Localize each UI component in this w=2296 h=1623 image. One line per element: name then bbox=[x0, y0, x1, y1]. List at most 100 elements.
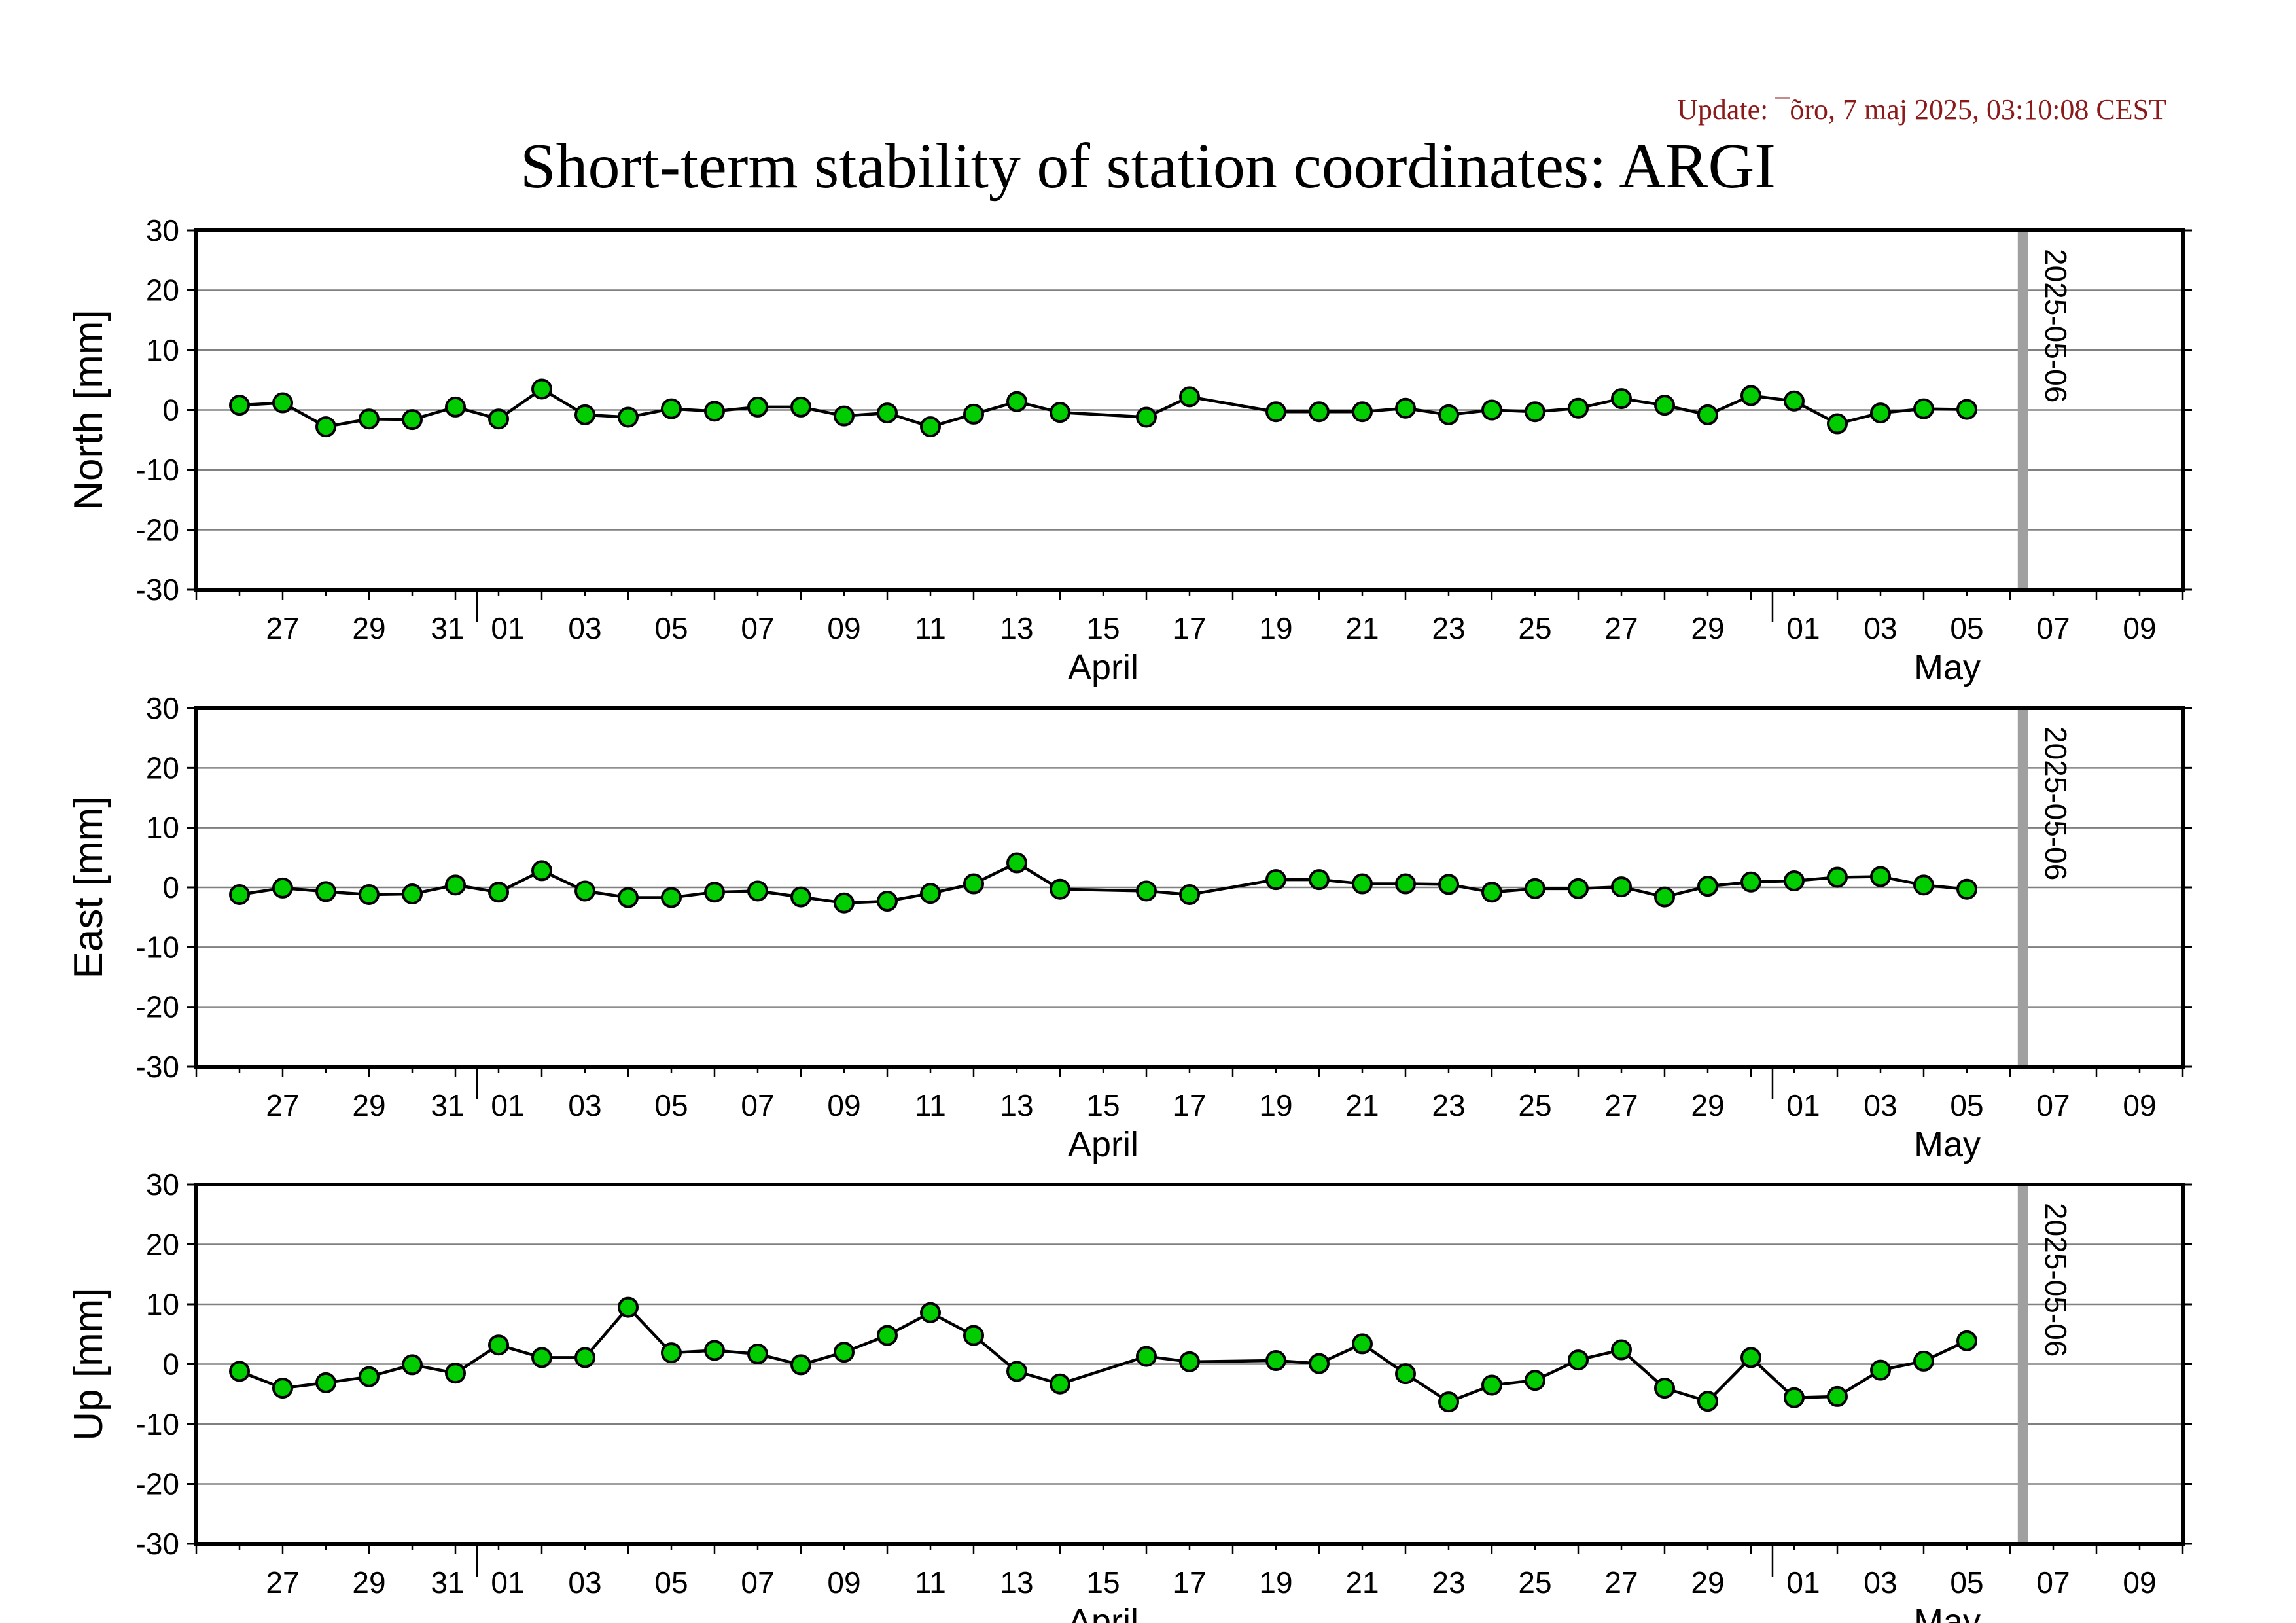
data-point bbox=[1827, 866, 1848, 888]
data-point bbox=[359, 408, 380, 430]
data-point bbox=[1309, 401, 1330, 423]
y-tick-label: 10 bbox=[146, 1287, 179, 1321]
data-point bbox=[531, 1347, 552, 1368]
data-point bbox=[1438, 404, 1459, 425]
data-point bbox=[1870, 402, 1891, 424]
x-tick-label: 15 bbox=[1086, 611, 1120, 645]
date-marker-label: 2025-05-06 bbox=[2039, 1203, 2073, 1357]
data-point bbox=[1913, 1350, 1934, 1372]
x-tick-label: 29 bbox=[352, 611, 385, 645]
data-point bbox=[790, 396, 811, 418]
data-point bbox=[1006, 852, 1027, 874]
x-tick-label: 29 bbox=[352, 1088, 385, 1122]
y-tick-label: -10 bbox=[136, 453, 179, 487]
x-tick-label: 31 bbox=[431, 1565, 464, 1599]
data-point bbox=[1136, 1346, 1157, 1367]
data-point bbox=[1525, 1370, 1545, 1391]
data-point bbox=[747, 1343, 768, 1364]
data-point bbox=[1827, 413, 1848, 435]
data-point bbox=[1611, 1339, 1632, 1361]
x-tick-label: 17 bbox=[1173, 1088, 1206, 1122]
x-tick-label: 07 bbox=[741, 1088, 774, 1122]
data-point bbox=[1050, 402, 1070, 423]
data-point bbox=[359, 883, 380, 905]
month-label: April bbox=[1068, 1602, 1139, 1623]
x-tick-label: 01 bbox=[491, 1565, 524, 1599]
date-marker-bar bbox=[2017, 1185, 2028, 1544]
data-point bbox=[1309, 869, 1330, 891]
y-tick-label: 10 bbox=[146, 333, 179, 367]
y-tick-label: 0 bbox=[162, 1347, 179, 1382]
x-tick-label: 25 bbox=[1518, 1088, 1551, 1122]
data-point bbox=[1827, 1385, 1848, 1407]
data-point bbox=[877, 1325, 898, 1346]
x-tick-label: 29 bbox=[352, 1565, 385, 1599]
data-point bbox=[445, 1363, 466, 1384]
data-point bbox=[661, 398, 682, 419]
y-tick-label: 30 bbox=[146, 213, 179, 247]
x-tick-label: 03 bbox=[1863, 1565, 1897, 1599]
data-point bbox=[1006, 1361, 1027, 1382]
data-point bbox=[1870, 1359, 1891, 1381]
data-point bbox=[1697, 404, 1718, 425]
data-point bbox=[1740, 871, 1761, 893]
panel-east: 30 20 10 0 -10 -20 -30 East [mm] 27 29 31 01 03 05 07 0… bbox=[66, 691, 2192, 1164]
x-tick-label: 27 bbox=[1604, 1565, 1638, 1599]
x-tick-label: 13 bbox=[1000, 1565, 1033, 1599]
data-point bbox=[272, 392, 293, 414]
data-point bbox=[747, 396, 768, 418]
data-point bbox=[229, 883, 250, 905]
data-point bbox=[1784, 870, 1805, 891]
x-tick-label: 07 bbox=[2036, 1565, 2070, 1599]
data-point bbox=[1784, 390, 1805, 412]
data-point bbox=[1395, 1363, 1416, 1385]
x-tick-label: 19 bbox=[1259, 1565, 1292, 1599]
data-point bbox=[1654, 886, 1675, 908]
x-tick-label: 09 bbox=[2123, 1088, 2156, 1122]
x-tick-label: 27 bbox=[1604, 1088, 1638, 1122]
data-point bbox=[1265, 401, 1286, 423]
x-tick-label: 29 bbox=[1691, 1565, 1724, 1599]
data-point bbox=[531, 378, 552, 400]
data-point bbox=[1913, 398, 1934, 419]
data-point bbox=[1654, 395, 1675, 416]
month-label: April bbox=[1068, 1125, 1139, 1164]
x-tick-label: 05 bbox=[1950, 1565, 1983, 1599]
data-point bbox=[661, 887, 682, 908]
data-point bbox=[531, 860, 552, 882]
x-tick-label: 09 bbox=[827, 611, 860, 645]
data-point bbox=[1136, 880, 1157, 902]
x-tick-label: 15 bbox=[1086, 1088, 1120, 1122]
y-tick-label: -20 bbox=[136, 990, 179, 1024]
x-tick-label: 09 bbox=[2123, 611, 2156, 645]
x-tick-label: 05 bbox=[654, 1088, 688, 1122]
data-point bbox=[704, 1340, 725, 1361]
panel-up: 30 20 10 0 -10 -20 -30 Up [mm] 27 29 31 01 03 05 07 09 1… bbox=[66, 1168, 2192, 1623]
x-tick-label: 01 bbox=[491, 611, 524, 645]
x-tick-label: 25 bbox=[1518, 611, 1551, 645]
x-tick-label: 05 bbox=[654, 1565, 688, 1599]
chart-title: Short-term stability of station coordina… bbox=[520, 131, 1776, 202]
x-tick-label: 23 bbox=[1432, 1088, 1465, 1122]
data-point bbox=[1481, 399, 1502, 421]
data-point bbox=[704, 882, 725, 903]
data-point bbox=[1438, 1391, 1459, 1413]
x-tick-label: 07 bbox=[741, 1565, 774, 1599]
data-point bbox=[1050, 878, 1070, 900]
y-tick-label: -30 bbox=[136, 1527, 179, 1561]
data-point bbox=[1611, 876, 1632, 898]
data-point bbox=[1611, 388, 1632, 410]
data-point bbox=[1740, 385, 1761, 406]
data-point bbox=[1913, 874, 1934, 896]
y-tick-label: 0 bbox=[162, 870, 179, 904]
data-point bbox=[1179, 883, 1200, 905]
data-point bbox=[1870, 866, 1891, 887]
data-point bbox=[402, 883, 423, 905]
data-point bbox=[574, 404, 595, 425]
y-tick-label: 20 bbox=[146, 1228, 179, 1262]
data-point bbox=[1654, 1378, 1675, 1399]
data-point bbox=[877, 891, 898, 912]
x-tick-label: 09 bbox=[2123, 1565, 2156, 1599]
data-point bbox=[1481, 882, 1502, 903]
data-point bbox=[1568, 397, 1589, 419]
